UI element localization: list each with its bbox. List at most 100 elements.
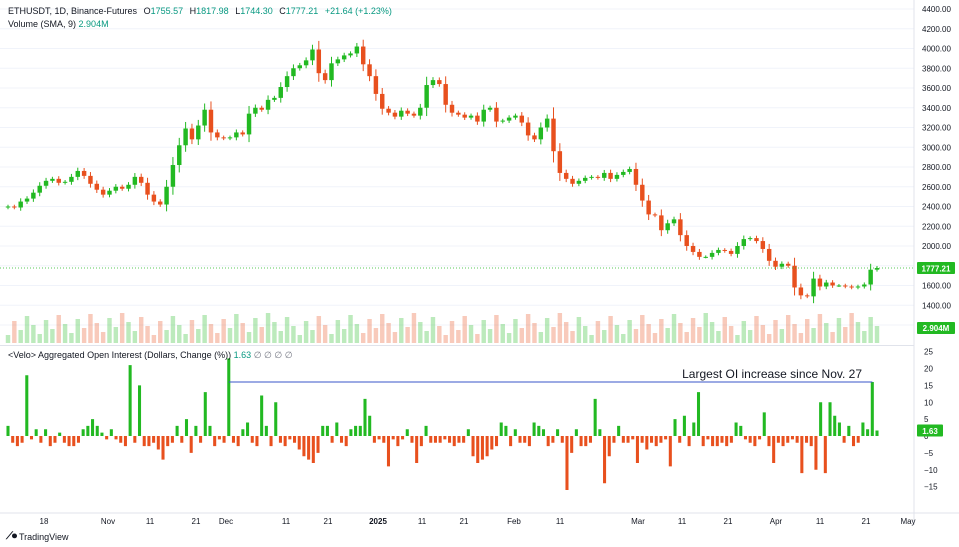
volume-bar [716, 331, 721, 343]
chart-grid [0, 8, 914, 326]
volume-bar [665, 328, 670, 343]
oi-bar [321, 425, 325, 436]
low-value: 1744.30 [240, 6, 273, 16]
volume-bar [481, 320, 486, 343]
candle-body [449, 104, 455, 113]
oi-bar [15, 436, 19, 447]
volume-bar [12, 321, 17, 343]
volume-bar [399, 318, 404, 343]
volume-bar [874, 326, 880, 343]
oi-bar [358, 425, 362, 436]
oi-bar [133, 436, 137, 443]
candle-body [437, 80, 442, 85]
candle-body [646, 200, 651, 215]
candle-body [824, 282, 829, 287]
volume-bar [221, 319, 226, 343]
oi-bar [706, 436, 710, 440]
oi-bar [805, 436, 809, 443]
candle-body [278, 87, 283, 98]
oi-placeholders: ∅ ∅ ∅ ∅ [253, 350, 293, 360]
volume-bar [202, 315, 207, 343]
oi-bar [485, 436, 489, 457]
oi-bar [250, 436, 254, 443]
candle-body [570, 178, 575, 184]
candle-body [836, 285, 842, 287]
volume-bar [456, 330, 461, 343]
volume-bar [88, 314, 93, 343]
close-label: C [279, 6, 286, 16]
tradingview-logo-icon: ⟋⏺ [6, 531, 17, 542]
volume-bar [189, 320, 195, 343]
candle-body [608, 172, 613, 179]
volume-bar [329, 334, 334, 343]
volume-bar [627, 320, 632, 343]
oi-bar [269, 436, 273, 447]
oi-bar [424, 425, 428, 436]
volume-bar [360, 333, 366, 343]
time-tick-label: 21 [324, 517, 333, 526]
oi-bar [875, 430, 879, 436]
oi-bar [847, 425, 851, 436]
candle-body [24, 198, 30, 202]
oi-bar [189, 436, 193, 453]
candle-body [716, 249, 721, 253]
oi-tick-label: −15 [924, 483, 938, 492]
volume-bar [170, 316, 176, 343]
pane-divider [0, 345, 914, 346]
candle-body [805, 295, 810, 297]
candle-body [602, 172, 607, 178]
tradingview-logo-text: TradingView [19, 531, 69, 542]
oi-bar [494, 436, 499, 447]
oi-bar [114, 436, 118, 440]
candle-body [88, 175, 93, 184]
volume-bar [418, 322, 423, 343]
volume-bar [100, 332, 106, 343]
oi-bar [438, 436, 442, 443]
oi-bar [452, 436, 456, 447]
volume-bar [310, 330, 315, 343]
time-tick-label: Nov [101, 517, 115, 526]
price-tick-label: 3600.00 [922, 84, 951, 93]
volume-bar [196, 329, 201, 343]
volume-bar [246, 332, 252, 343]
oi-bar [532, 422, 536, 436]
volume-bar [215, 333, 220, 343]
candle-body [430, 80, 436, 86]
price-tick-label: 4000.00 [922, 45, 951, 54]
candle-body [215, 132, 220, 138]
oi-bar [466, 429, 470, 436]
oi-bar [833, 415, 837, 436]
oi-bar [293, 436, 297, 443]
candle-body [843, 285, 848, 287]
oi-bar [166, 436, 170, 447]
oi-bar [650, 436, 654, 443]
oi-bar [579, 436, 583, 447]
time-tick-label: Feb [507, 517, 521, 526]
candle-body [703, 256, 708, 258]
oi-bar [433, 436, 437, 443]
oi-bar [354, 425, 358, 436]
oi-bar [123, 436, 127, 447]
oi-bar [851, 436, 856, 447]
time-tick-label: 11 [146, 517, 155, 526]
volume-bar [576, 317, 582, 343]
high-value: 1817.98 [196, 6, 229, 16]
last-price-label: 1777.21 [922, 265, 951, 274]
oi-bar [654, 436, 658, 447]
oi-bar [480, 436, 484, 460]
oi-bar [551, 436, 555, 443]
oi-bar [100, 432, 104, 436]
volume-bar [697, 327, 702, 343]
candle-body [792, 265, 797, 288]
oi-bar [391, 436, 395, 440]
oi-bar [753, 436, 757, 447]
volume-bar [316, 316, 322, 343]
volume-bar [335, 320, 341, 343]
open-label: O [143, 6, 151, 16]
volume-bar [253, 318, 258, 343]
price-tick-label: 1400.00 [922, 301, 951, 310]
candle-body [284, 76, 290, 88]
candle-body [69, 176, 74, 182]
oi-bar [175, 425, 179, 436]
